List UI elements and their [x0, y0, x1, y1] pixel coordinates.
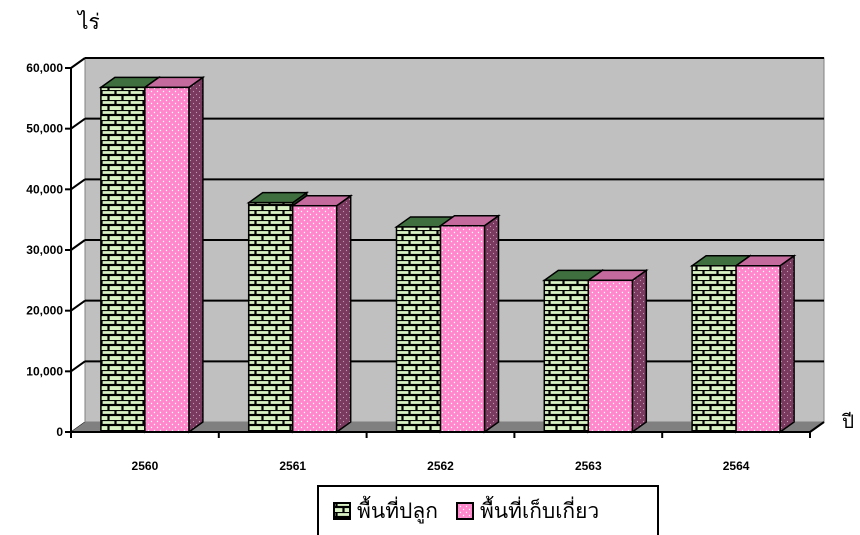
bar-harvested-2560	[142, 75, 206, 434]
legend-label-harvested: พื้นที่เก็บเกี่ยว	[479, 498, 600, 523]
legend-item-harvested: พื้นที่เก็บเกี่ยว	[455, 495, 600, 528]
legend-swatch-dots-icon	[455, 502, 474, 520]
y-tick-label: 60,000	[26, 61, 63, 75]
bar-harvested-2564	[733, 254, 797, 434]
legend-swatch-brick-icon	[333, 502, 351, 520]
gridline-diag	[70, 57, 86, 69]
y-tick-label: 20,000	[26, 304, 63, 318]
bar-chart: 0 10,000 20,000 30,000 40,000 50,000 60,000 25…	[26, 57, 825, 473]
y-axis-title: ไร่	[78, 10, 100, 34]
gridline-diag	[70, 178, 86, 191]
y-tick-label: 10,000	[26, 364, 63, 378]
x-tick-label: 2564	[723, 459, 750, 473]
y-tick-label: 0	[56, 425, 63, 439]
gridline-diag	[70, 360, 86, 373]
x-tick-labels: 2560 2561 2562 2563 2564	[132, 459, 750, 473]
gridline-diag	[70, 299, 86, 312]
y-tick-label: 50,000	[26, 122, 63, 136]
y-tick-label: 30,000	[26, 243, 63, 257]
y-tick-label: 40,000	[26, 182, 63, 196]
x-tick-label: 2563	[575, 459, 602, 473]
legend-label-planted: พื้นที่ปลูก	[357, 498, 438, 523]
legend-item-planted: พื้นที่ปลูก	[333, 495, 438, 528]
gridline-diag	[70, 117, 86, 130]
bar-harvested-2562	[438, 214, 501, 434]
x-tick-label: 2560	[132, 459, 159, 473]
bar-harvested-2561	[290, 194, 354, 434]
legend: พื้นที่ปลูก พื้นที่เก็บเกี่ยว	[317, 485, 659, 535]
gridline-diag	[70, 239, 86, 251]
bars	[98, 75, 797, 434]
x-axis-end	[809, 421, 825, 433]
x-tick-label: 2561	[279, 459, 306, 473]
bar-harvested-2563	[585, 268, 649, 434]
x-axis-title: ปี	[842, 411, 855, 433]
x-tick-label: 2562	[427, 459, 454, 473]
y-tick-labels: 0 10,000 20,000 30,000 40,000 50,000 60,000	[26, 61, 63, 439]
axes	[65, 67, 825, 438]
